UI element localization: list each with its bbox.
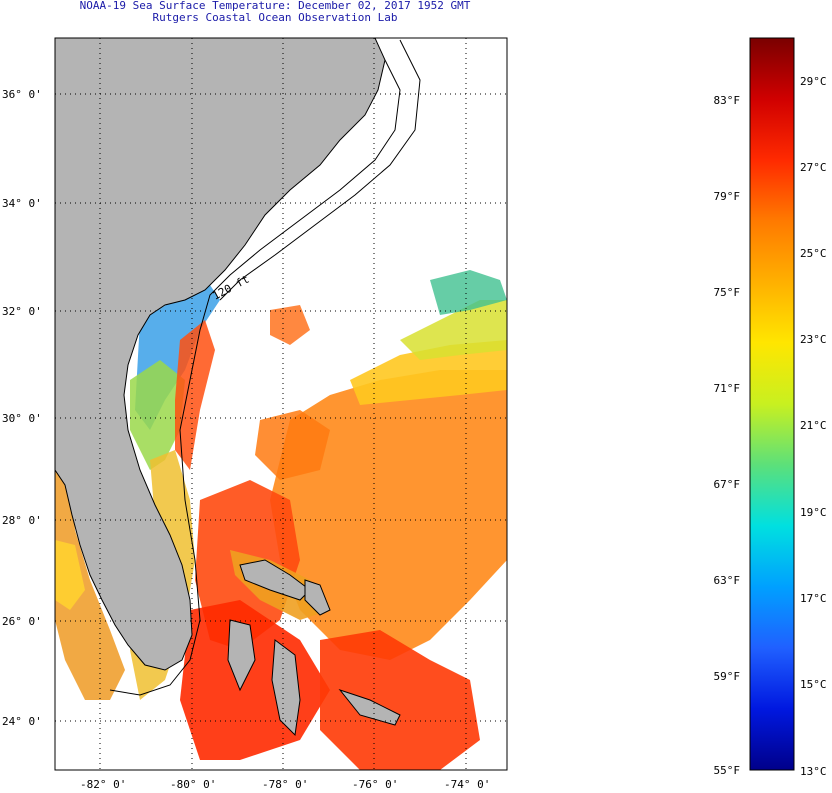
colorbar-bar (749, 37, 795, 771)
lat-label: 30° 0' (2, 412, 42, 425)
celsius-label: 19°C (800, 506, 827, 519)
celsius-label: 27°C (800, 161, 827, 174)
land-bahamas (227, 559, 401, 737)
celsius-label: 25°C (800, 247, 827, 260)
graticule (55, 38, 507, 770)
celsius-label: 21°C (800, 419, 827, 432)
map-frame (54, 37, 508, 771)
fahrenheit-label: 59°F (713, 670, 741, 683)
land-us-southeast (55, 38, 386, 671)
lat-label: 24° 0' (2, 715, 42, 728)
sst-colorbar (749, 37, 795, 771)
isobath-contour (109, 59, 401, 696)
lat-label: 32° 0' (2, 305, 42, 318)
fahrenheit-label: 79°F (713, 190, 741, 203)
celsius-label: 23°C (800, 333, 827, 346)
sst-map: 120 ft 36° 0' 34° 0' 32° 0' 30° 0' 28° 0… (2, 37, 508, 791)
fahrenheit-label: 71°F (713, 382, 741, 395)
lat-label: 36° 0' (2, 88, 42, 101)
map-subtitle: Rutgers Coastal Ocean Observation Lab (152, 11, 398, 24)
fahrenheit-label: 55°F (713, 764, 741, 777)
lat-label: 34° 0' (2, 197, 42, 210)
colorbar-fahrenheit-labels: 83°F 79°F 75°F 71°F 67°F 63°F 59°F 55°F (700, 0, 741, 793)
lat-label: 28° 0' (2, 514, 42, 527)
sst-gulf-shelf (55, 460, 125, 700)
latitude-axis: 36° 0' 34° 0' 32° 0' 30° 0' 28° 0' 26° 0… (2, 88, 42, 728)
map-title: NOAA-19 Sea Surface Temperature: Decembe… (79, 0, 471, 12)
fahrenheit-label: 63°F (713, 574, 741, 587)
fahrenheit-label: 75°F (713, 286, 741, 299)
lon-label: -76° 0' (352, 778, 398, 791)
celsius-label: 29°C (800, 75, 827, 88)
colorbar-celsius-labels: 29°C 27°C 25°C 23°C 21°C 19°C 17°C 15°C … (800, 0, 832, 793)
fahrenheit-label: 67°F (713, 478, 741, 491)
longitude-axis: -82° 0' -80° 0' -78° 0' -76° 0' -74° 0' (80, 778, 490, 791)
celsius-label: 13°C (800, 765, 827, 778)
lon-label: -82° 0' (80, 778, 126, 791)
lon-label: -74° 0' (444, 778, 490, 791)
lon-label: -78° 0' (262, 778, 308, 791)
lat-label: 26° 0' (2, 615, 42, 628)
celsius-label: 17°C (800, 592, 827, 605)
celsius-label: 15°C (800, 678, 827, 691)
lon-label: -80° 0' (170, 778, 216, 791)
map-title-block: NOAA-19 Sea Surface Temperature: Decembe… (40, 0, 510, 24)
fahrenheit-label: 83°F (713, 94, 741, 107)
